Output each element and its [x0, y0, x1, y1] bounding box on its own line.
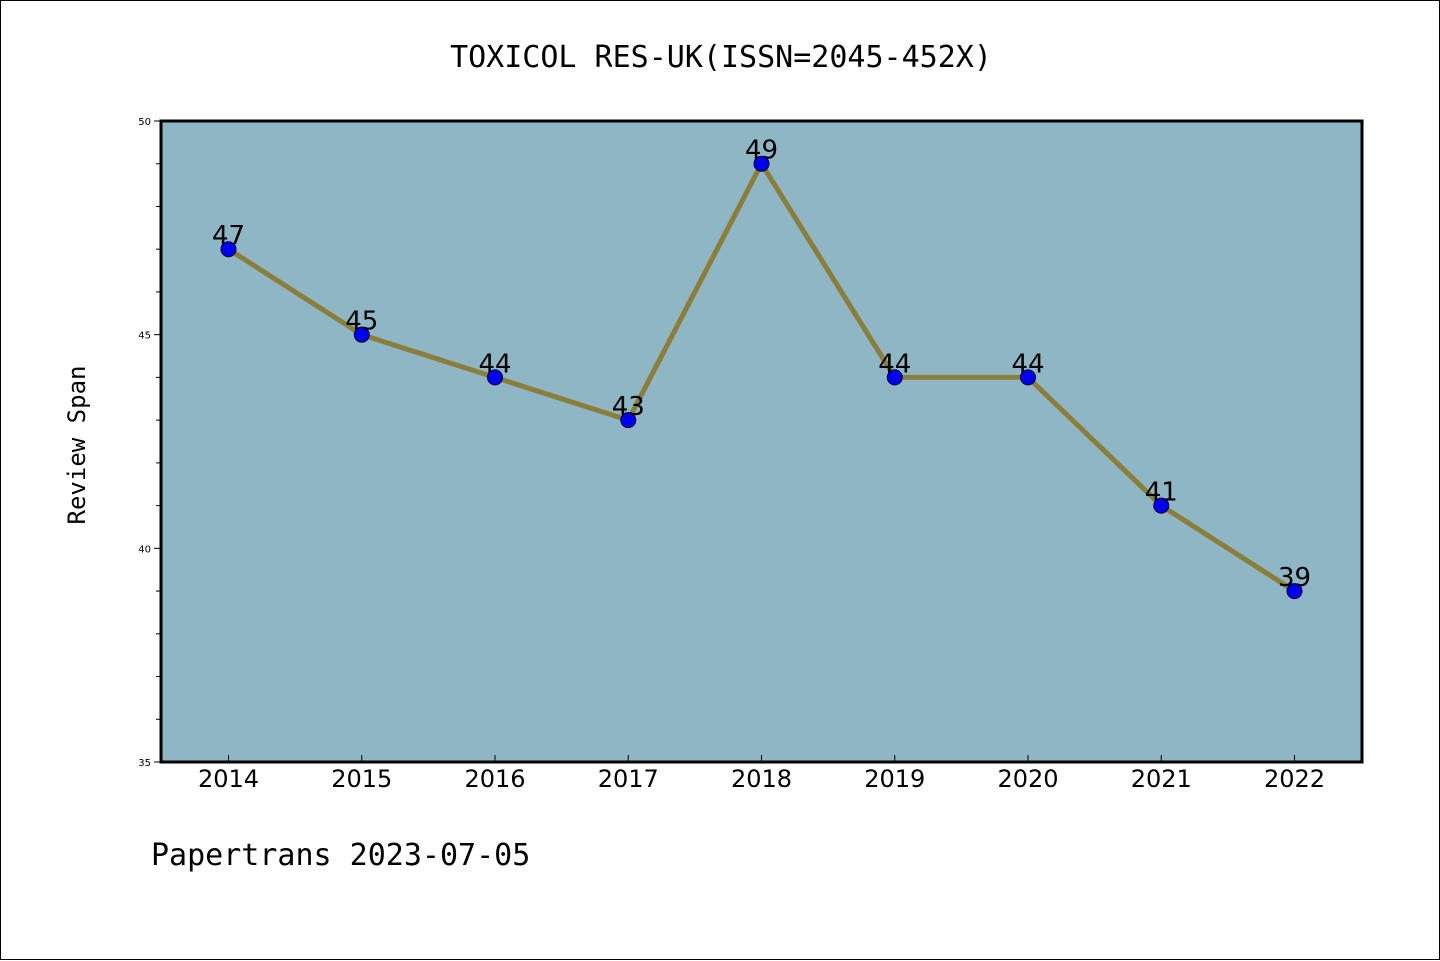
x-tick-label: 2016 [464, 765, 525, 793]
x-axis-ticks: 2014 2015 2016 2017 2018 2019 2020 2021 2022 [198, 755, 1325, 793]
plot-area [161, 121, 1362, 762]
y-axis-label: Review Span [63, 366, 91, 525]
data-label: 45 [345, 307, 378, 337]
y-tick-label: 35 [138, 758, 151, 769]
data-point [220, 241, 237, 258]
data-label: 39 [1278, 563, 1311, 593]
x-tick-label: 2018 [731, 765, 792, 793]
x-tick-label: 2019 [864, 765, 925, 793]
data-label: 44 [1011, 349, 1044, 379]
data-label: 49 [745, 136, 778, 166]
x-tick-label: 2017 [598, 765, 659, 793]
data-label: 47 [212, 221, 245, 251]
y-tick-label: 45 [138, 331, 151, 342]
plot-border [159, 119, 1364, 764]
data-labels: 47 45 44 43 49 44 44 41 39 [212, 136, 1311, 593]
x-tick-label: 2020 [997, 765, 1058, 793]
x-tick-label: 2015 [331, 765, 392, 793]
data-label: 44 [878, 349, 911, 379]
data-label: 41 [1145, 478, 1178, 508]
data-markers [220, 155, 1303, 600]
footer-text: Papertrans 2023-07-05 [151, 838, 530, 873]
data-point [886, 369, 903, 386]
data-label: 44 [478, 349, 511, 379]
data-point [753, 155, 770, 172]
x-tick-label: 2022 [1264, 765, 1325, 793]
x-tick-label: 2014 [198, 765, 259, 793]
data-point [353, 326, 370, 343]
y-axis-ticks: 35 40 45 50 [138, 117, 161, 769]
data-point [1153, 497, 1170, 514]
y-tick-label: 40 [138, 544, 151, 555]
chart-title: TOXICOL RES-UK(ISSN=2045-452X) [450, 40, 992, 75]
data-point [487, 369, 503, 386]
x-tick-label: 2021 [1131, 765, 1192, 793]
y-tick-label: 50 [138, 117, 151, 128]
data-label: 43 [612, 392, 645, 422]
data-point [1286, 583, 1303, 600]
data-point [620, 412, 637, 429]
data-point [1020, 369, 1036, 386]
